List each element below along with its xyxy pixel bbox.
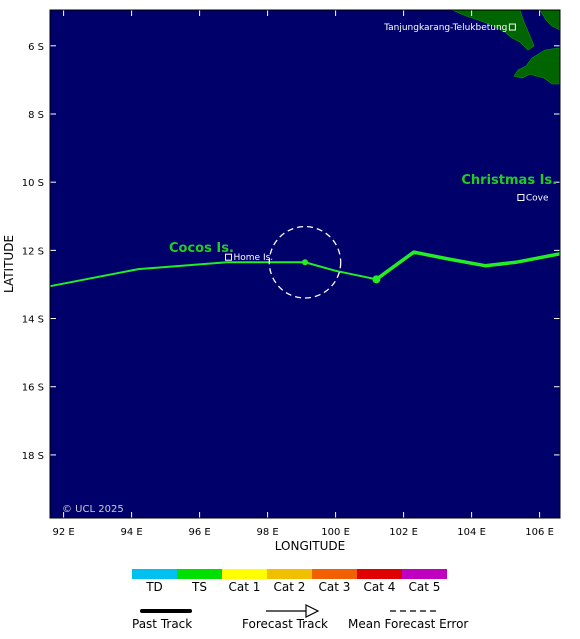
forecast-track-line [375, 250, 561, 281]
lon-tick-label: 100 E [321, 527, 350, 538]
sumatra-land [451, 9, 535, 51]
lat-tick-label: 10 S [22, 178, 44, 189]
x-axis-title: LONGITUDE [275, 539, 345, 553]
java-land [513, 47, 561, 85]
category-swatch [312, 569, 357, 579]
category-swatch [177, 569, 222, 579]
category-label: Cat 5 [409, 580, 441, 594]
forecast-error-circle [268, 225, 342, 299]
current-position-marker [372, 275, 381, 284]
forecast-track-label: Forecast Track [242, 617, 328, 631]
category-label: Cat 4 [364, 580, 396, 594]
lon-tick-label: 96 E [188, 527, 210, 538]
latitude-tick-labels: 6 S 8 S 10 S 12 S 14 S 16 S 18 S [22, 42, 44, 462]
category-label: Cat 2 [274, 580, 306, 594]
place-label: Tanjungkarang-Telukbetung [383, 23, 507, 33]
island-label: Cocos Is. [169, 241, 234, 256]
lat-tick-label: 6 S [28, 42, 44, 53]
past-track-label: Past Track [132, 617, 192, 631]
storm-track [49, 225, 561, 299]
lon-tick-label: 92 E [52, 527, 74, 538]
track-position-marker [302, 259, 308, 266]
island-labels: Cocos Is. Christmas Is. [169, 173, 557, 256]
category-color-bar [132, 569, 447, 579]
category-swatch [267, 569, 312, 579]
lon-tick-label: 94 E [120, 527, 142, 538]
past-track-line [49, 261, 377, 288]
lat-tick-label: 16 S [22, 383, 44, 394]
place-marker-icon [517, 194, 525, 202]
lon-tick-label: 102 E [389, 527, 418, 538]
category-swatch [357, 569, 402, 579]
lat-tick-label: 14 S [22, 315, 44, 326]
place-label: Home Is. [234, 253, 274, 263]
place-labels: Tanjungkarang-Telukbetung Home Is. Cove [225, 23, 549, 263]
category-swatch [402, 569, 447, 579]
category-swatch [222, 569, 267, 579]
lon-tick-label: 106 E [525, 527, 554, 538]
place-label: Cove [526, 194, 549, 204]
category-labels: TD TS Cat 1 Cat 2 Cat 3 Cat 4 Cat 5 [145, 580, 440, 594]
category-swatch [132, 569, 177, 579]
land-masses [451, 9, 561, 85]
place-marker-icon [508, 23, 516, 31]
copyright-text: © UCL 2025 [62, 504, 124, 515]
category-label: TD [145, 580, 163, 594]
island-label: Christmas Is. [461, 173, 557, 188]
lon-tick-label: 98 E [256, 527, 278, 538]
category-label: TS [191, 580, 207, 594]
forecast-arrow-icon [305, 604, 320, 618]
legend: TD TS Cat 1 Cat 2 Cat 3 Cat 4 Cat 5 Past Track… [132, 569, 468, 631]
longitude-tick-labels: 92 E 94 E 96 E 98 E 100 E 102 E 104 E 106 E [52, 527, 553, 538]
y-axis-title: LATITUDE [2, 235, 16, 293]
map-frame [49, 9, 561, 519]
category-label: Cat 3 [319, 580, 351, 594]
category-label: Cat 1 [229, 580, 261, 594]
lat-tick-label: 8 S [28, 110, 44, 121]
lon-tick-label: 104 E [457, 527, 486, 538]
lat-tick-label: 12 S [22, 246, 44, 257]
place-marker-icon [225, 253, 232, 261]
tick-marks [50, 10, 560, 518]
mean-error-label: Mean Forecast Error [348, 617, 468, 631]
lat-tick-label: 18 S [22, 451, 44, 462]
